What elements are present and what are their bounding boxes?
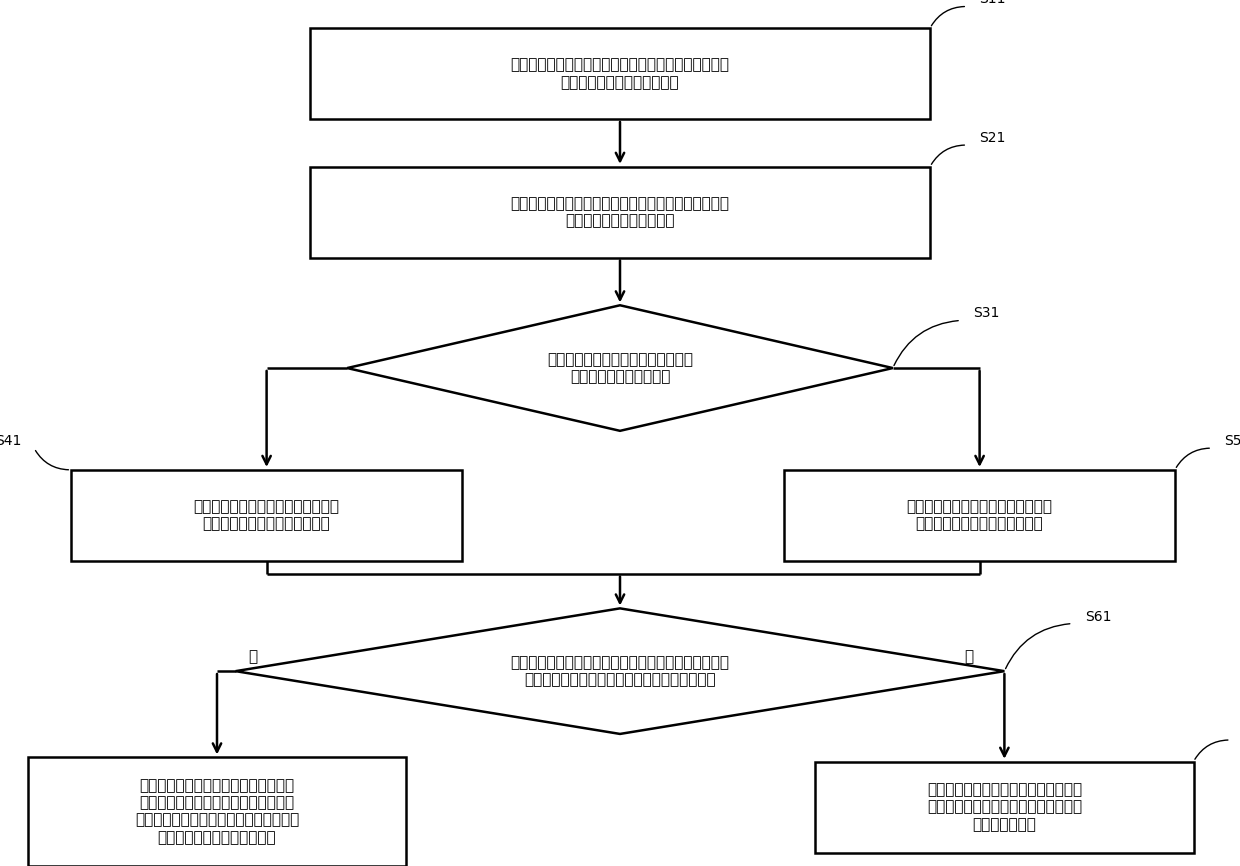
Text: 采用第二转矩需求公式对所述驾驶参
数和所述转速优化参数进行计算: 采用第二转矩需求公式对所述驾驶参 数和所述转速优化参数进行计算 [906,499,1053,532]
Bar [71,469,463,561]
Polygon shape [347,306,893,431]
Text: S51: S51 [1225,434,1240,449]
Text: S21: S21 [980,131,1006,145]
Text: 在所述滤波转速参数中引入遗忘因子，以消除数据饱和
现象得到所述转速优化参数: 在所述滤波转速参数中引入遗忘因子，以消除数据饱和 现象得到所述转速优化参数 [511,196,729,229]
Bar [816,762,1193,852]
Text: S31: S31 [973,307,999,320]
Text: S11: S11 [980,0,1006,7]
Text: S41: S41 [0,434,21,449]
Bar [785,469,1176,561]
Text: 根据所述电机转矩需求值直接发送所述
扭矩调节指令至所述汽车，以控制所述
汽车进行转矩调: 根据所述电机转矩需求值直接发送所述 扭矩调节指令至所述汽车，以控制所述 汽车进行… [926,782,1083,832]
Text: 否: 否 [965,650,973,664]
Bar [310,167,930,258]
Text: 采用第一转矩需求公式对所述驾驶参
数和所述转速优化参数进行计算: 采用第一转矩需求公式对所述驾驶参 数和所述转速优化参数进行计算 [193,499,340,532]
Bar [310,28,930,119]
Text: S61: S61 [1085,610,1111,624]
Text: 计算所述汽车的当前车速与目标车速之间的车速差值，
并判断所述车速差值是否在第一预设车速范围内: 计算所述汽车的当前车速与目标车速之间的车速差值， 并判断所述车速差值是否在第一预… [511,655,729,688]
Text: 获取汽车的电机转速参数，将所述电机转速参数输送至
滤波器，以得到滤波转速参数: 获取汽车的电机转速参数，将所述电机转速参数输送至 滤波器，以得到滤波转速参数 [511,57,729,90]
Polygon shape [236,608,1004,734]
Text: 对所述电机转矩需求值进行修正，以得
到电机转矩修正值，并根据所述电机转
矩修正值发送扭矩调节指令至所述汽车，
以控制所述汽车进行转矩调节: 对所述电机转矩需求值进行修正，以得 到电机转矩修正值，并根据所述电机转 矩修正值… [135,778,299,845]
Text: 是: 是 [248,650,257,664]
Text: 获取所述汽车的驾驶参数，判断所述
汽车是否处于恒功率状态: 获取所述汽车的驾驶参数，判断所述 汽车是否处于恒功率状态 [547,352,693,385]
Bar [27,757,407,866]
